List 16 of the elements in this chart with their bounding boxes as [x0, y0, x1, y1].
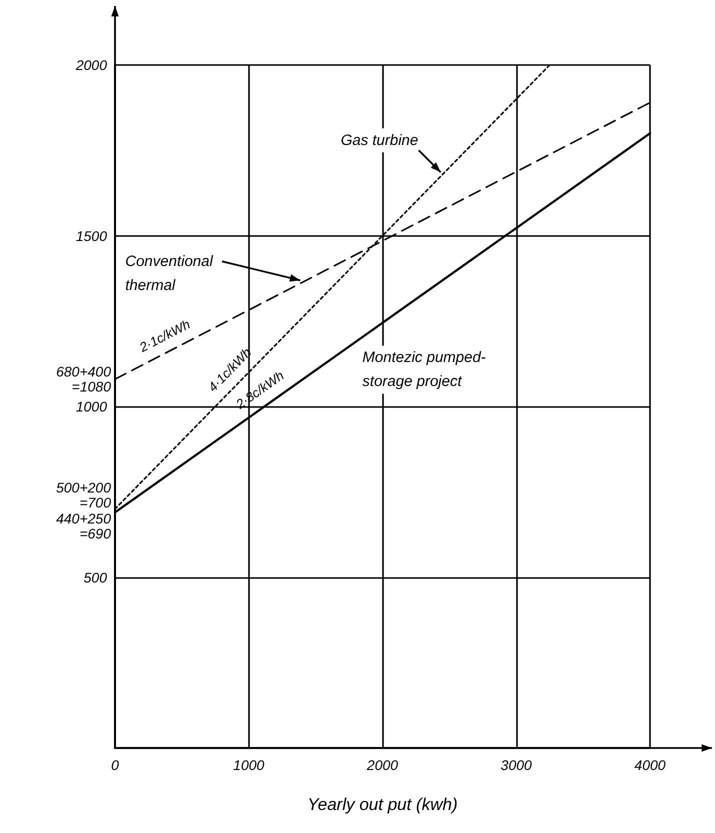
annotation: 680+400 =1080: [56, 364, 112, 395]
text: Conventional thermal: [125, 252, 214, 294]
x-tick-label: 3000: [500, 757, 532, 773]
y-tick-label: 500: [84, 569, 108, 586]
y-tick-label: 2000: [74, 57, 108, 73]
series-label: Montezic pumped-storage project: [362, 349, 486, 390]
x-tick-label: 4000: [634, 757, 666, 773]
y-tick-label: 1500: [76, 228, 108, 244]
annotation: 500+200 =700: [56, 480, 112, 511]
x-tick-label: 2000: [366, 757, 398, 773]
x-axis-title: Yearly out put (kwh): [307, 795, 458, 814]
x-tick-label: 1000: [233, 757, 265, 773]
annotation: 440+250 =690: [56, 510, 112, 542]
y-tick-label: 1000: [76, 398, 108, 414]
text: Gas turbine: [340, 132, 418, 149]
x-tick-label: 0: [111, 757, 120, 773]
